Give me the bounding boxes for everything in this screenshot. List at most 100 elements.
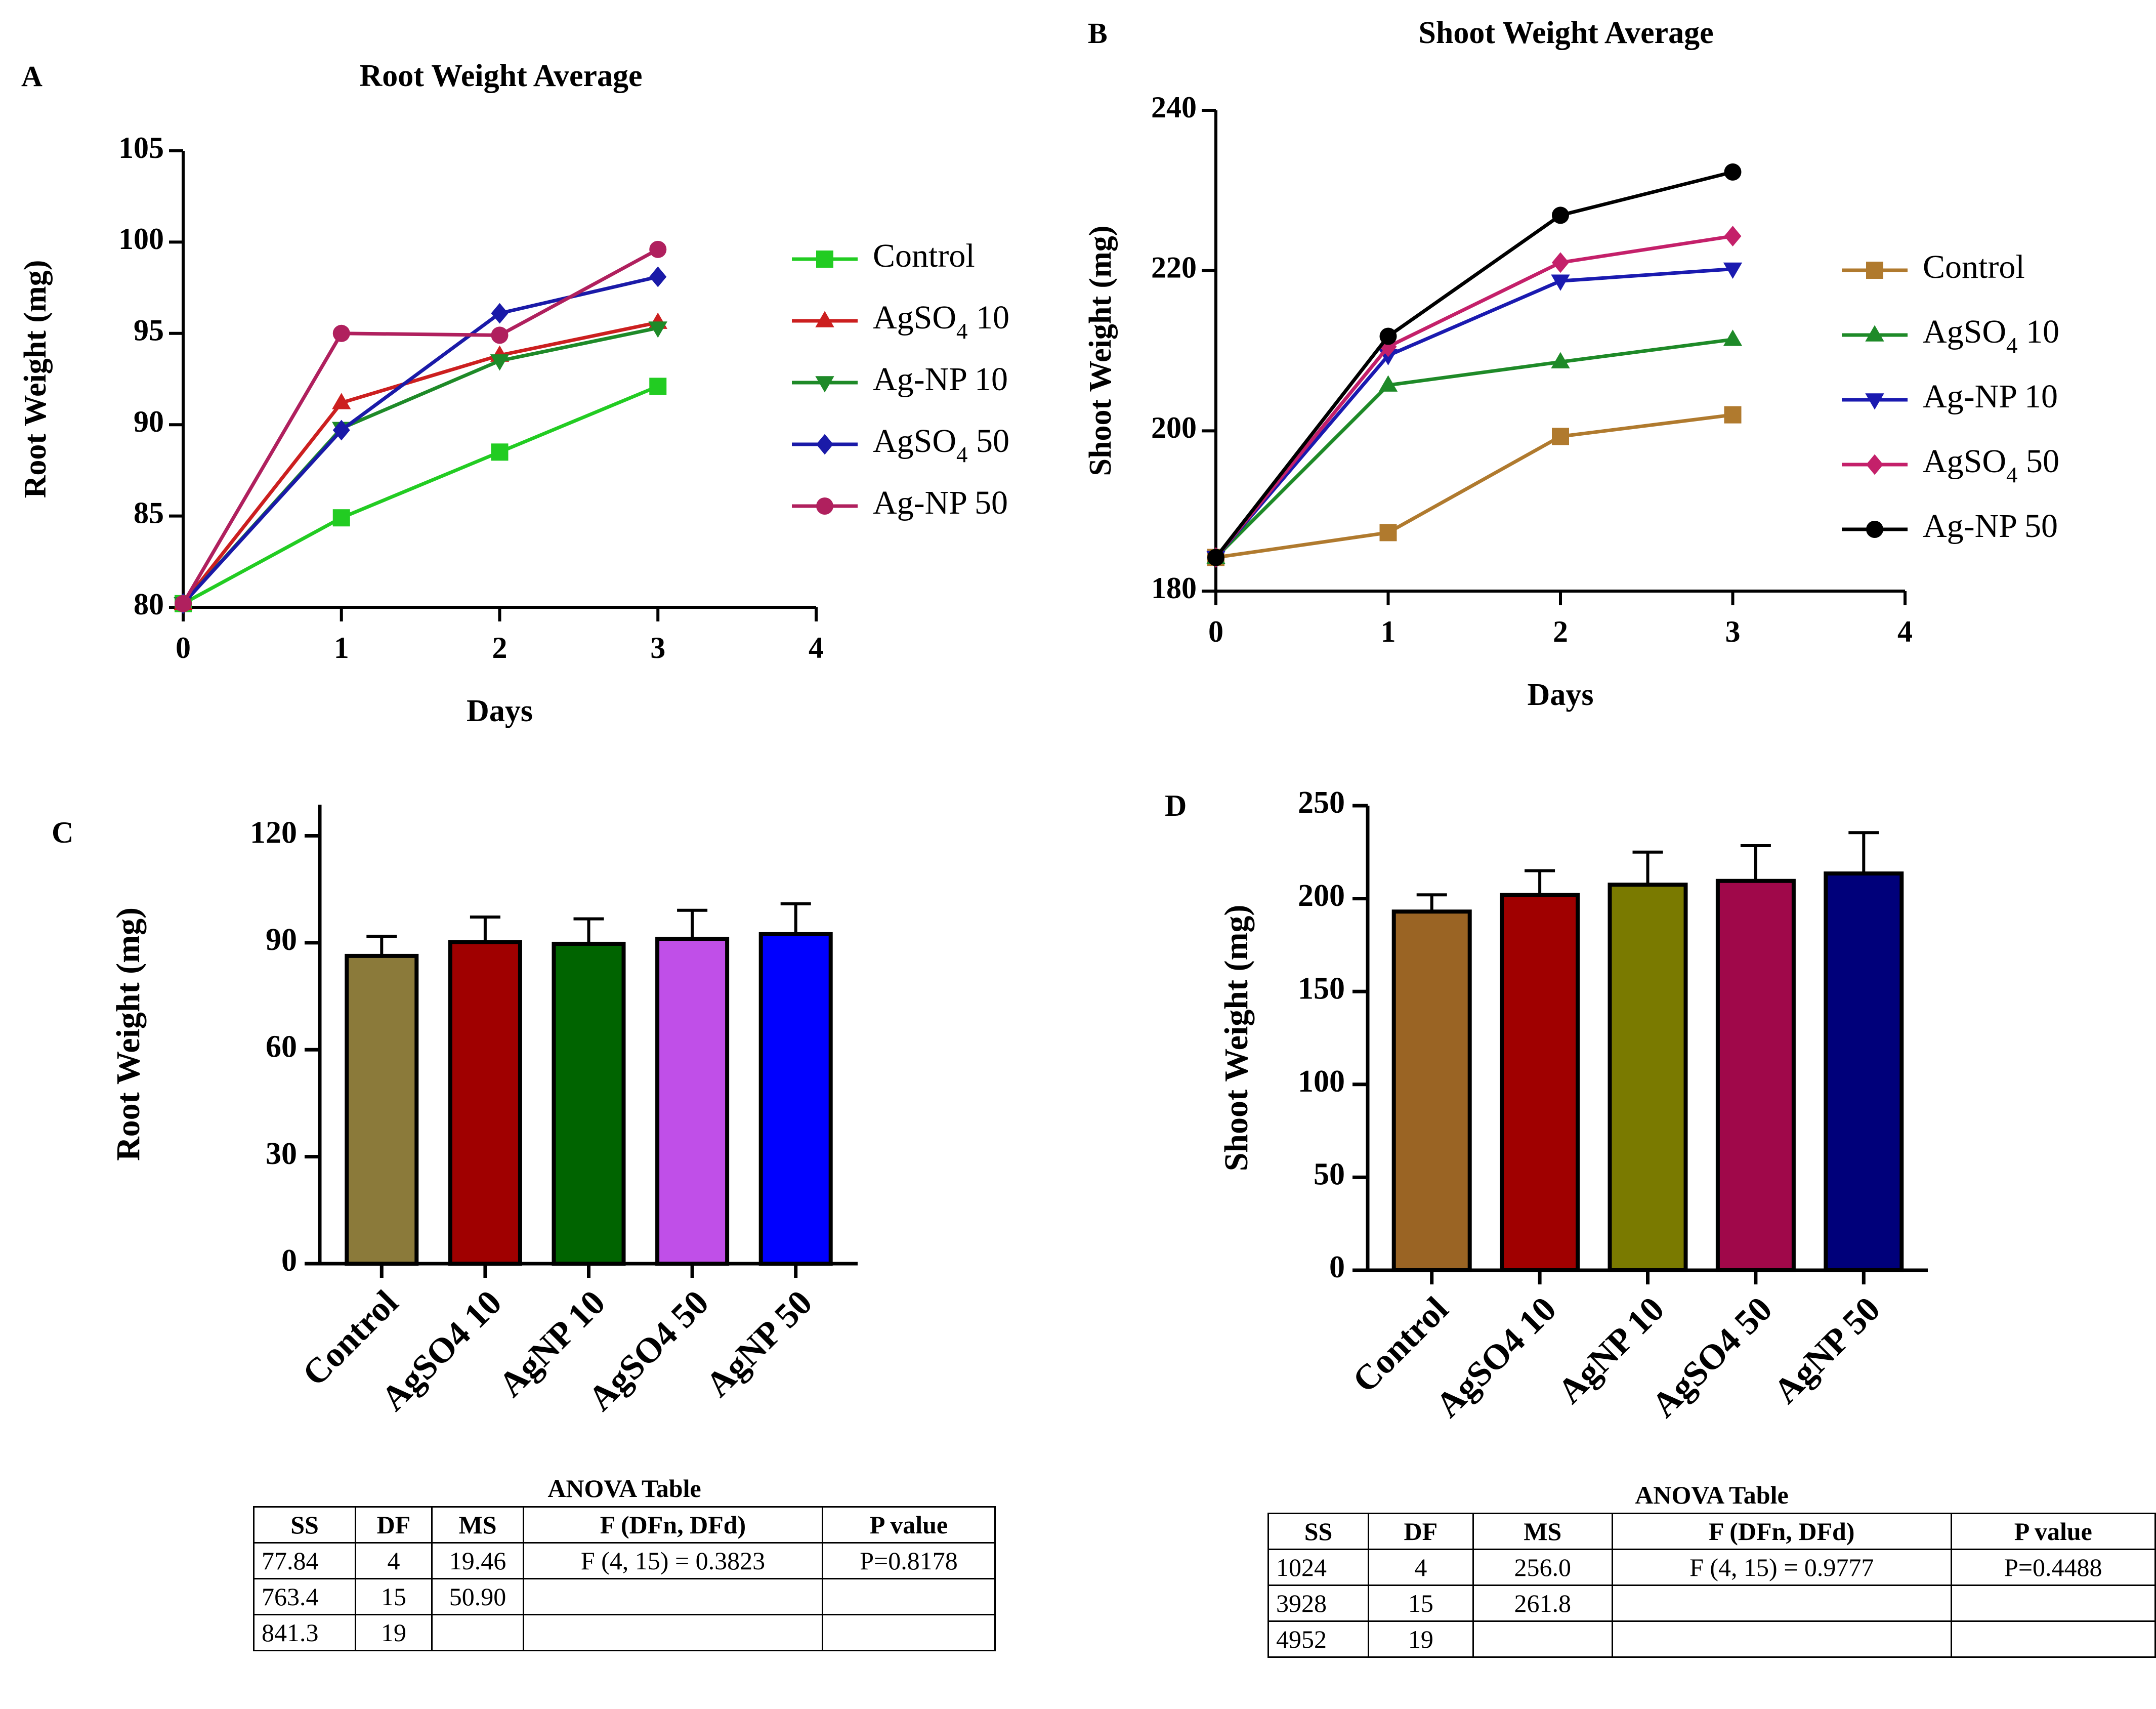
data-point: [332, 420, 350, 441]
x-tick-label: 2: [492, 631, 508, 664]
y-tick-label: 200: [1151, 411, 1197, 444]
data-point: [491, 326, 509, 344]
anova-row: 763.4 15 50.90: [253, 1578, 996, 1615]
panel-label: A: [21, 60, 43, 93]
legend-marker: [816, 434, 833, 455]
panel-b-line-chart: B Shoot Weight Average 180 200 220 240 0 1 2 3 4 Da…: [1083, 16, 2059, 712]
y-tick-label: 220: [1151, 251, 1197, 284]
anova-cell: 763.4: [253, 1578, 356, 1615]
anova-title-d: ANOVA Table: [1635, 1481, 1789, 1509]
x-tick-label: 4: [809, 631, 824, 664]
data-point: [332, 509, 350, 527]
data-point: [332, 324, 350, 342]
legend-label: AgSO4 50: [873, 423, 1009, 467]
anova-cell: F (4, 15) = 0.3823: [523, 1542, 823, 1579]
anova-cell: 1024: [1267, 1549, 1370, 1586]
anova-cell: [1611, 1620, 1952, 1658]
data-point: [491, 443, 509, 461]
series-line: [182, 385, 659, 605]
data-point: [1379, 524, 1397, 541]
anova-cell: 4952: [1267, 1620, 1370, 1658]
bar: [655, 937, 730, 1266]
anova-cell: 256.0: [1472, 1549, 1613, 1586]
data-point: [1551, 352, 1570, 368]
legend-marker: [816, 497, 833, 515]
y-axis-label: Shoot Weight (mg): [1083, 226, 1118, 476]
y-tick-label: 0: [1329, 1250, 1345, 1284]
y-tick-label: 120: [250, 816, 297, 850]
legend-marker: [815, 311, 834, 327]
series-line: [1214, 170, 1734, 559]
anova-cell: 19: [1368, 1620, 1474, 1658]
bar: [345, 953, 419, 1266]
legend-label: AgSO4 10: [1923, 313, 2059, 358]
legend-marker: [815, 376, 834, 393]
x-tick-label: AgSO4 50: [1644, 1289, 1780, 1425]
series-line: [182, 320, 658, 605]
x-tick-label: AgSO4 10: [1428, 1289, 1564, 1425]
data-point: [1724, 163, 1742, 181]
panel-label: D: [1165, 789, 1187, 822]
anova-grid-d: SS DF MS F (DFn, DFd) P value 1024 4 256…: [1267, 1513, 2156, 1658]
legend-label: Ag-NP 50: [873, 484, 1008, 521]
anova-col-f: F (DFn, DFd): [1611, 1513, 1952, 1550]
y-tick-label: 105: [118, 131, 164, 164]
x-tick-label: 2: [1553, 615, 1568, 648]
anova-row: 1024 4 256.0 F (4, 15) = 0.9777 P=0.4488: [1267, 1549, 2156, 1586]
x-axis-label: Days: [1528, 678, 1594, 712]
bar: [1824, 871, 1904, 1272]
data-point: [649, 378, 667, 395]
anova-cell: F (4, 15) = 0.9777: [1611, 1549, 1952, 1586]
data-point: [175, 595, 192, 612]
y-tick-label: 0: [281, 1243, 297, 1278]
data-point: [1207, 549, 1224, 566]
legend-label: AgSO4 10: [873, 299, 1009, 344]
data-point: [1379, 327, 1397, 345]
data-point: [1723, 262, 1743, 279]
anova-header-row: SS DF MS F (DFn, DFd) P value: [1267, 1513, 2156, 1550]
y-tick-label: 150: [1298, 971, 1345, 1006]
x-tick-label: 0: [176, 631, 191, 664]
bar: [1608, 883, 1688, 1273]
anova-col-ms: MS: [1472, 1513, 1613, 1550]
y-axis-label: Shoot Weight (mg): [1218, 905, 1255, 1172]
anova-cell: [822, 1614, 996, 1651]
y-tick-label: 100: [118, 222, 164, 256]
anova-cell: 19.46: [431, 1542, 524, 1579]
anova-cell: 4: [355, 1542, 433, 1579]
anova-row: 3928 15 261.8: [1267, 1585, 2156, 1622]
anova-cell: 3928: [1267, 1585, 1370, 1622]
bar: [1500, 893, 1580, 1272]
y-tick-label: 60: [266, 1029, 297, 1064]
x-tick-label: AgNP 50: [1766, 1289, 1888, 1411]
anova-cell: [1611, 1585, 1952, 1622]
anova-col-df: DF: [355, 1506, 433, 1544]
legend-label: Ag-NP 10: [1923, 378, 2058, 415]
legend-marker: [1865, 325, 1884, 342]
y-tick-label: 180: [1151, 571, 1197, 605]
series-line: [182, 275, 659, 605]
anova-col-df: DF: [1368, 1513, 1474, 1550]
y-axis-label: Root Weight (mg): [110, 907, 147, 1161]
legend-marker: [1866, 521, 1883, 538]
anova-col-p: P value: [1950, 1513, 2156, 1550]
anova-grid-c: SS DF MS F (DFn, DFd) P value 77.84 4 19…: [253, 1506, 996, 1651]
anova-col-p: P value: [822, 1506, 996, 1544]
anova-col-ss: SS: [253, 1506, 356, 1544]
data-point: [1724, 406, 1742, 424]
x-tick-label: AgNP 50: [698, 1283, 820, 1404]
anova-table-d: ANOVA Table SS DF MS F (DFn, DFd) P valu…: [1267, 1480, 2156, 1658]
series-line: [1214, 267, 1733, 559]
anova-cell: 50.90: [431, 1578, 524, 1615]
data-point: [332, 393, 351, 409]
series-line: [1214, 234, 1734, 559]
bar: [448, 940, 522, 1266]
anova-cell: [1950, 1585, 2156, 1622]
legend-marker: [1866, 262, 1883, 279]
bar: [552, 941, 626, 1266]
anova-cell: 261.8: [1472, 1585, 1613, 1622]
panel-a-line-chart: A Root Weight Average 80 85 90 95 100 105 0 1 2 3 4 D…: [18, 59, 1009, 728]
y-tick-label: 50: [1314, 1157, 1345, 1192]
anova-cell: 15: [355, 1578, 433, 1615]
anova-title-c: ANOVA Table: [547, 1474, 701, 1503]
